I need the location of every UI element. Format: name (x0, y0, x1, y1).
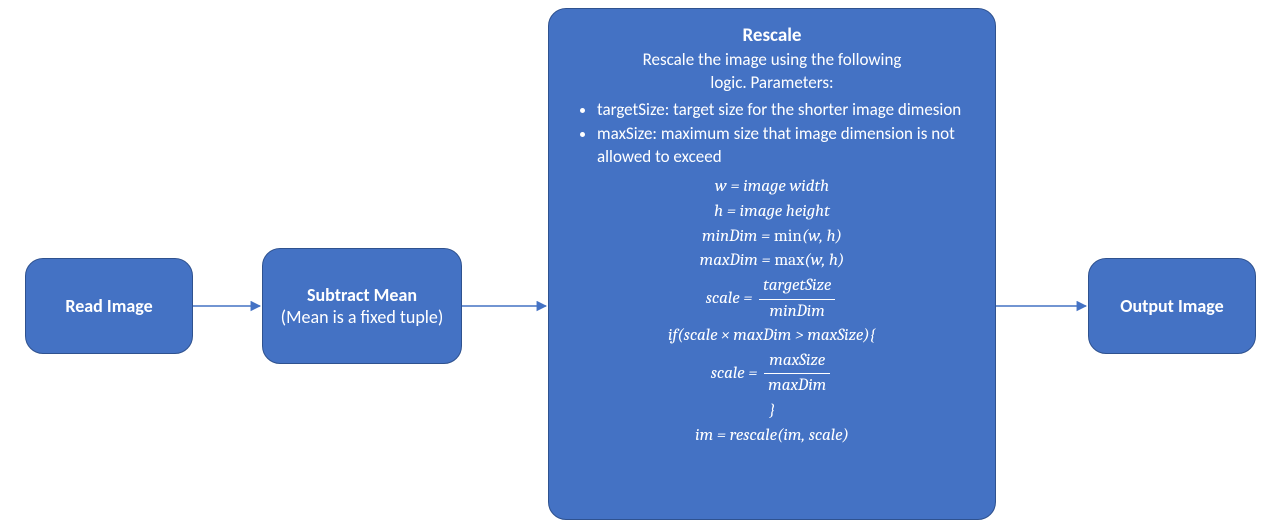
flow-arrows (0, 0, 1286, 529)
